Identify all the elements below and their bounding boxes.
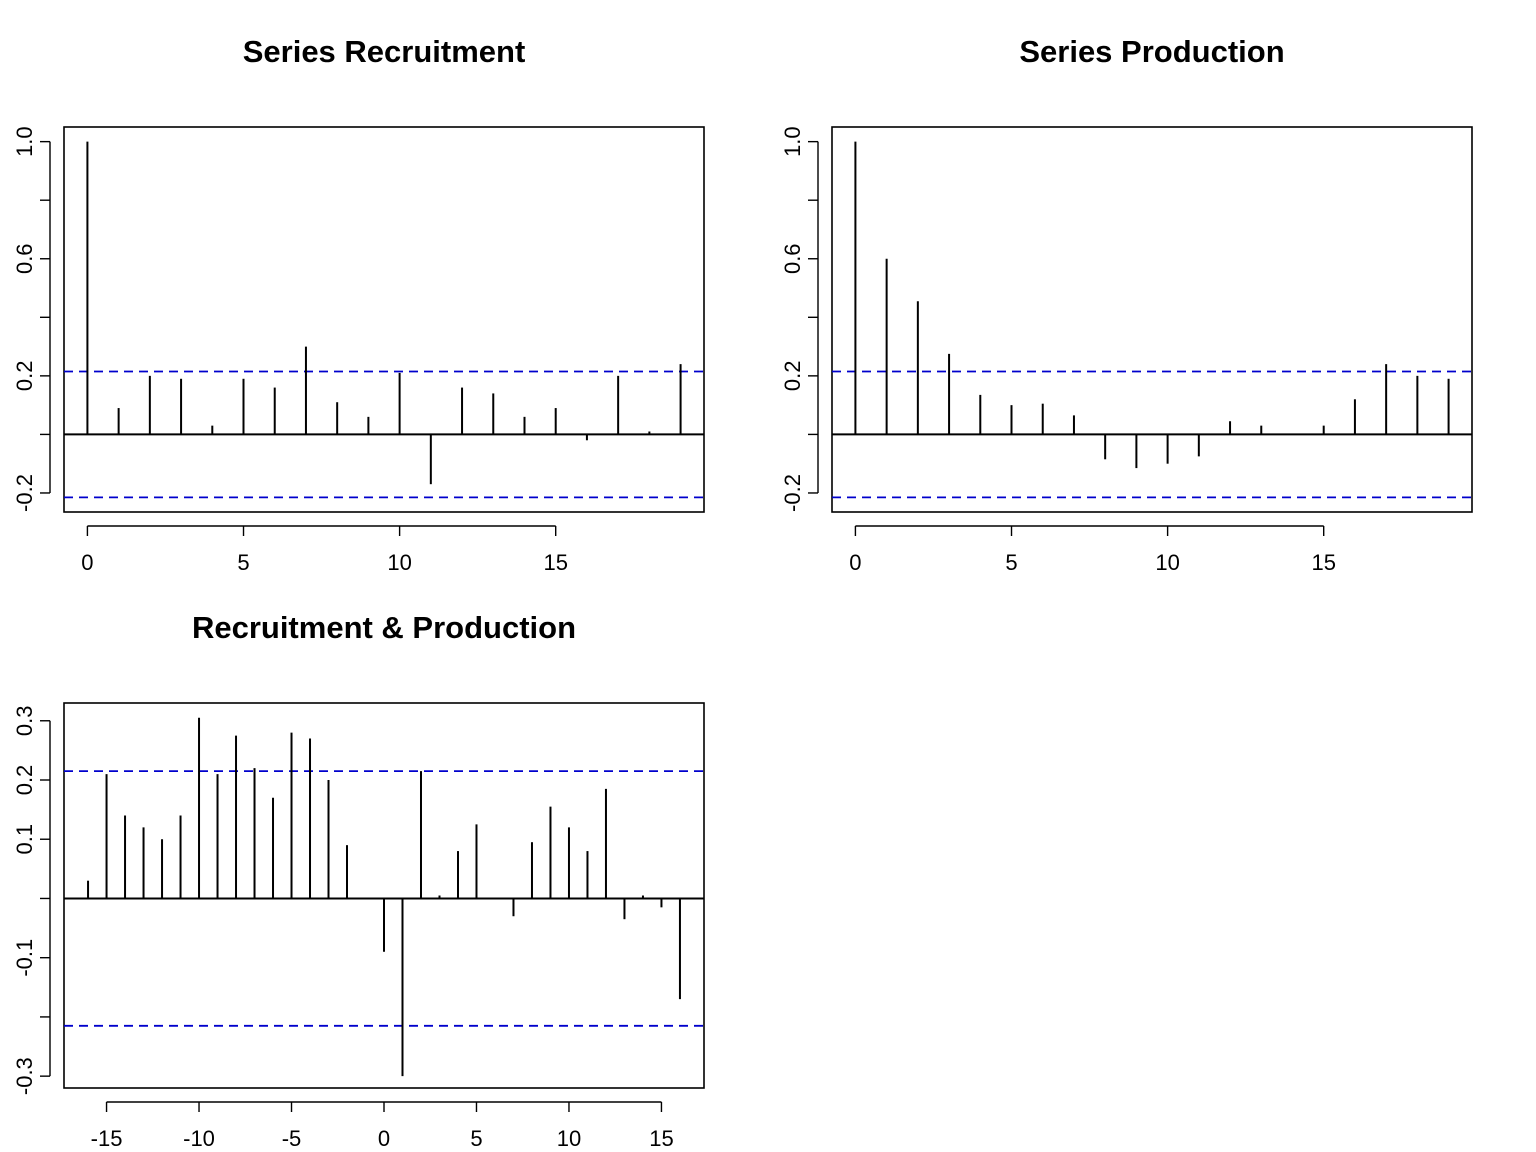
x-tick-label: 5 [237,550,249,575]
y-tick-label: 1.0 [780,126,805,157]
chart-title: Recruitment & Production [192,610,576,645]
x-tick-label: 10 [1155,550,1179,575]
y-tick-label: 0.2 [780,361,805,392]
y-tick-label: 0.1 [12,824,37,855]
plot-frame [63,702,705,1089]
y-tick-label: 0.2 [12,361,37,392]
x-tick-label: 10 [557,1126,581,1151]
acf-panel-production: Series Production 0 5 10 15 -0.2 0.2 0.6 1.0 [780,34,1473,575]
x-tick-label: 15 [1311,550,1335,575]
x-tick-label: -5 [282,1126,302,1151]
y-tick-label: -0.3 [12,1057,37,1095]
y-tick-label: 1.0 [12,126,37,157]
plot-frame [63,126,705,513]
chart-title: Series Production [1019,34,1284,69]
y-tick-label: 0.6 [12,243,37,274]
x-tick-label: -10 [183,1126,215,1151]
ccf-panel-recruitment-production: Recruitment & Production -15 -10 -5 0 5 10 15 -… [12,610,705,1151]
y-tick-label: -0.2 [780,474,805,512]
x-tick-label: 5 [470,1126,482,1151]
x-tick-label: 0 [81,550,93,575]
plot-frame [831,126,1473,513]
x-tick-label: 5 [1005,550,1017,575]
y-tick-label: 0.3 [12,705,37,736]
y-tick-label: 0.6 [780,243,805,274]
y-tick-label: -0.1 [12,939,37,977]
y-tick-label: 0.2 [12,765,37,796]
x-tick-label: -15 [91,1126,123,1151]
x-tick-label: 15 [649,1126,673,1151]
acf-panel-recruitment: Series Recruitment 0 5 10 15 -0.2 0.2 0.6 1.0 [12,34,705,575]
y-tick-label: -0.2 [12,474,37,512]
x-tick-label: 15 [543,550,567,575]
x-tick-label: 10 [387,550,411,575]
chart-title: Series Recruitment [243,34,526,69]
x-tick-label: 0 [849,550,861,575]
x-tick-label: 0 [378,1126,390,1151]
